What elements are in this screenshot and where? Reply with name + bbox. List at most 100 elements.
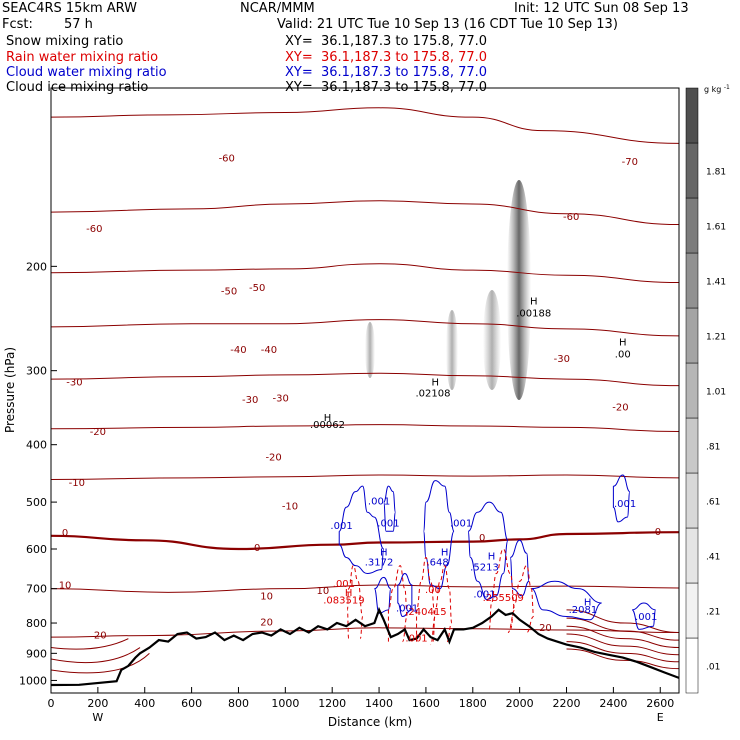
colorbar-label: 1.61 [706,223,726,233]
y-tick-label: 1000 [19,674,47,687]
x-tick-label: 1200 [318,697,346,710]
isotherm-label: -40 [230,345,246,356]
colorbar-swatch [685,417,699,474]
rain-label: .00 [425,585,441,596]
cloud-water-contour-6 [612,474,631,523]
cloud-water-label: .001 [377,519,399,530]
rain-label: .255509 [483,593,524,604]
rain-contour-5 [509,565,535,634]
x-tick-label: 200 [87,697,108,710]
cloud-water-label: .5213 [470,562,499,573]
max-marker: H [345,588,353,599]
colorbar-label: 1.21 [706,333,726,343]
cloud-water-label: .001 [473,590,495,601]
isotherm--30 [51,372,679,387]
cloud-water-label: .001 [396,604,418,615]
isotherm-label: 0 [62,528,68,539]
max-marker: H [488,552,496,563]
isotherm-label: 20 [260,618,273,629]
isotherm-label: -50 [249,283,265,294]
colorbar-unit: g kg -1 [704,84,730,94]
max-marker: H [619,337,627,348]
y-tick-label: 200 [26,260,47,273]
rain-contour-0 [346,565,364,640]
isotherm-label: -10 [282,502,298,513]
x-tick-label: 1400 [365,697,393,710]
y-tick-label: 800 [26,617,47,630]
cloud-water-contour-7 [631,602,657,630]
colorbar-swatch [685,307,699,364]
isotherm--70 [51,107,679,144]
isotherm-label: -30 [554,354,570,365]
temperature-isotherms [51,107,679,674]
isotherm-20 [51,627,679,638]
y-tick-label: 900 [26,647,47,660]
colorbar-swatch [685,197,699,254]
terrain-line [51,606,679,687]
colorbar-label: 1.81 [706,168,726,178]
isotherm-label: -70 [622,157,638,168]
x-axis-title: Distance (km) [328,715,412,729]
colorbar-label: 1.41 [706,278,726,288]
cloud-water-contour-0 [338,485,385,575]
cloud-water-contour-8 [397,573,413,618]
x-tick-label: 1800 [459,697,487,710]
colorbar-label: .21 [706,608,720,618]
rain-label: .083519 [323,596,364,607]
x-tick-label: 400 [134,697,155,710]
colorbar-swatch [685,362,699,419]
cloud-water-label: .001 [330,521,352,532]
rain-contour-2 [416,556,436,646]
max-marker: H [441,547,449,558]
plot-frame [50,87,680,694]
rain-label: .001 [405,634,427,645]
valid-time: Valid: 21 UTC Tue 10 Sep 13 (16 CDT Tue … [277,17,618,32]
isotherm-label: -60 [219,153,235,164]
max-marker: H [530,297,538,308]
colorbar-swatch [685,252,699,309]
cloud-water-label: .648 [427,558,449,569]
y-tick-label: 600 [26,543,47,556]
forecast-label: Fcst: [2,17,33,32]
isotherm-east-4 [566,641,679,663]
isotherm-label: -30 [242,395,258,406]
y-tick-label: 300 [26,365,47,378]
cloud-water-contour-5 [531,580,602,621]
cloud-water-contour-9 [373,576,392,614]
axes: 0 200 400 600 800 1000 1200 1400 1600 1800 2000 220… [19,260,674,724]
isotherm-label: 0 [655,527,661,538]
y-axis-title: Pressure (hPa) [3,347,17,433]
cloud-water-contour-3 [467,501,509,600]
cloud-water-label: .3172 [365,558,394,569]
colorbar-label: .41 [706,553,720,563]
colorbar-label: .61 [706,498,720,508]
field-rain-xy: XY= 36.1,187.3 to 175.8, 77.0 [285,50,488,65]
forecast-hour: 57 h [64,17,93,32]
colorbar-label: 1.01 [706,388,726,398]
max-marker: H [324,413,332,424]
isotherm-label: 20 [94,631,107,642]
field-snow-name: Snow mixing ratio [6,34,124,49]
max-marker: H [432,378,440,389]
cloud-water-label: .001 [368,497,390,508]
max-marker: H [380,547,388,558]
snow-max-label: .02108 [415,389,450,400]
snow-plume-main [507,180,531,400]
y-tick-label: 500 [26,496,47,509]
rain-label: .240415 [405,607,446,618]
isotherm-0 [51,531,679,551]
isotherm-label: -60 [563,212,579,223]
init-time: Init: 12 UTC Sun 08 Sep 13 [514,1,689,16]
colorbar-swatch [685,87,699,144]
colorbar-unit-exponent: -1 [724,84,730,91]
isotherm-label: 0 [479,533,485,544]
x-tick-label: 0 [48,697,55,710]
snow-plume-far-west [365,322,375,378]
isotherm-east-2 [566,625,679,649]
x-tick-label: 2200 [553,697,581,710]
colorbar: .01 .21 .41 .61 .81 1.01 1.21 1.41 1.61 1.81 g kg … [685,84,730,694]
figure-header: SEAC4RS 15km ARW NCAR/MMM Init: 12 UTC S… [0,0,740,96]
isotherm-label: -30 [272,393,288,404]
model-title: SEAC4RS 15km ARW [2,1,138,16]
isotherm-label: -20 [265,452,281,463]
